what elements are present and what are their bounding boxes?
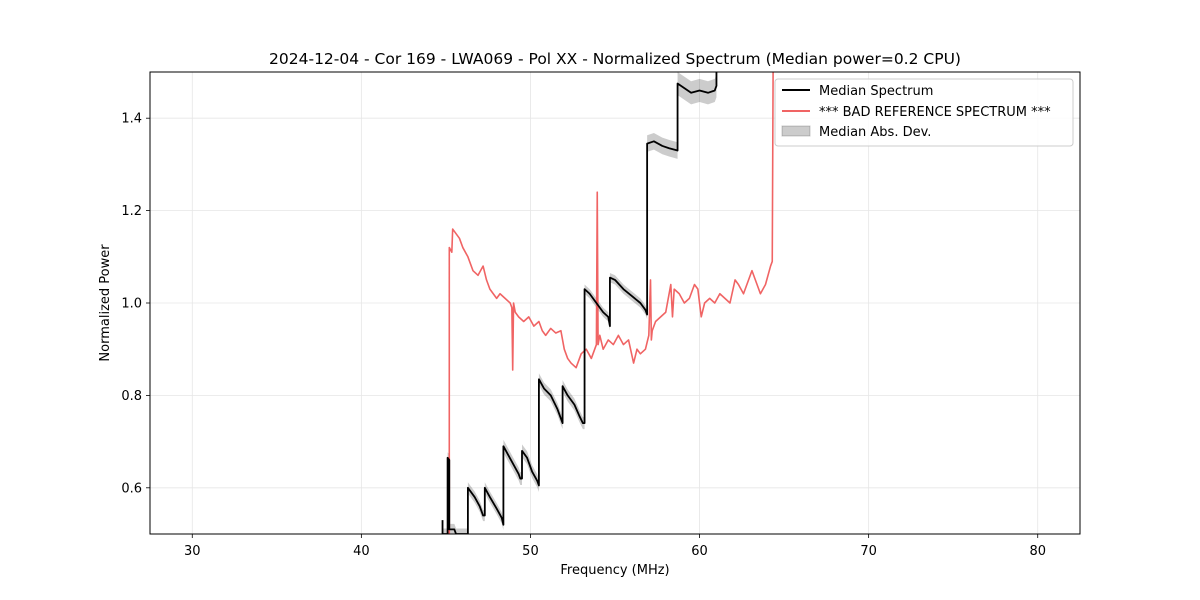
y-tick-label: 0.6 (121, 481, 142, 496)
legend-label-bad-reference: *** BAD REFERENCE SPECTRUM *** (819, 105, 1051, 120)
legend: Median Spectrum *** BAD REFERENCE SPECTR… (774, 78, 1074, 147)
x-tick-label: 60 (691, 544, 708, 559)
legend-box (774, 78, 1074, 147)
y-tick-label: 1.0 (121, 297, 142, 312)
x-tick-label: 80 (1029, 544, 1046, 559)
x-tick-label: 30 (184, 544, 201, 559)
tick-layer: 30 40 50 60 70 80 0.6 0.8 1.0 1.2 1.4 (121, 112, 1046, 559)
x-axis-label: Frequency (MHz) (560, 563, 669, 578)
median-abs-dev-band (442, 72, 717, 534)
y-tick-label: 1.2 (121, 204, 142, 219)
y-axis-label: Normalized Power (98, 244, 113, 362)
legend-label-median: Median Spectrum (819, 84, 933, 99)
legend-label-mad: Median Abs. Dev. (819, 125, 931, 140)
median-spectrum-line (441, 72, 718, 534)
bad-reference-spectrum-line (447, 72, 774, 534)
y-tick-label: 1.4 (121, 112, 142, 127)
y-tick-label: 0.8 (121, 389, 142, 404)
legend-swatch-mad (781, 125, 811, 137)
x-tick-label: 40 (353, 544, 370, 559)
chart-title: 2024-12-04 - Cor 169 - LWA069 - Pol XX -… (269, 50, 961, 68)
x-tick-label: 50 (522, 544, 539, 559)
x-tick-label: 70 (860, 544, 877, 559)
series-layer (441, 72, 774, 534)
